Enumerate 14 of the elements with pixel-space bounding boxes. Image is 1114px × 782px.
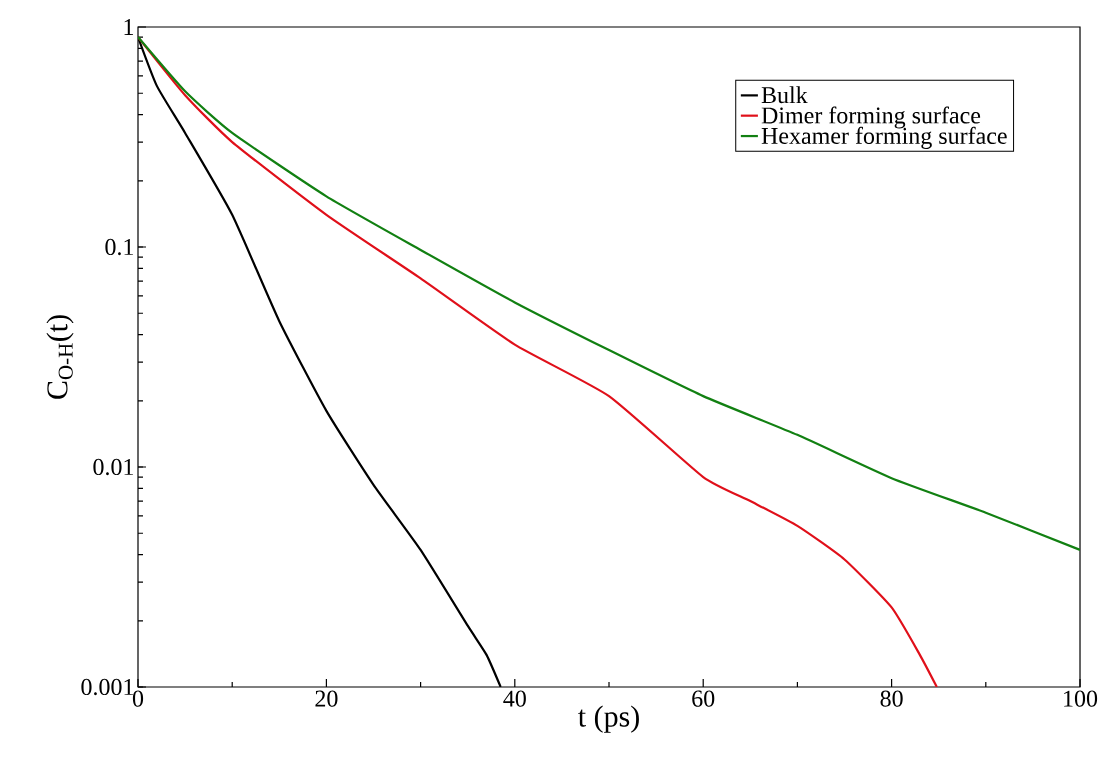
y-tick-label: 0.01 xyxy=(93,458,134,476)
x-tick-label: 60 xyxy=(692,690,715,707)
x-tick-label: 40 xyxy=(503,690,526,707)
y-tick-label: 0.001 xyxy=(81,678,134,696)
legend-label: Bulk xyxy=(761,86,808,104)
x-tick-label: 80 xyxy=(880,690,903,707)
x-tick-label: 20 xyxy=(315,690,338,707)
line-series xyxy=(138,35,1081,551)
y-tick-label: 0.1 xyxy=(105,238,134,256)
y-tick-label: 1 xyxy=(124,19,134,35)
y-axis-title: C$_{O-H}$(t) xyxy=(46,315,74,399)
x-tick-label: 100 xyxy=(1064,690,1098,707)
x-axis-title: t (ps) xyxy=(578,705,639,733)
x-tick-label: 0 xyxy=(132,690,144,707)
